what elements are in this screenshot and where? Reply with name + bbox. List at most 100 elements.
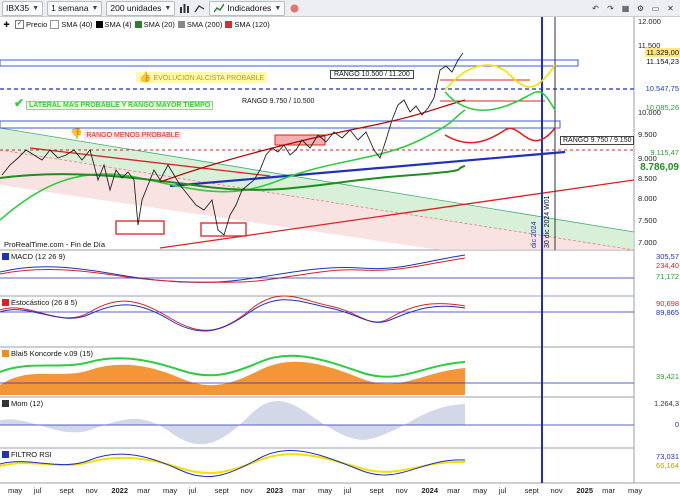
color-swatch [225,20,233,28]
layout-icon[interactable]: ▦ [621,3,630,13]
price-axis-label: 10.000 [638,108,661,117]
crosshair-icon[interactable]: ✚ [3,19,10,29]
toolbar: IBX35 ▼ 1 semana ▼ 200 unidades ▼ Indica… [0,0,680,17]
indicators-icon [213,3,224,14]
pane-value-tag: 66,164 [656,461,679,470]
price-axis-label: 12.000 [638,17,661,26]
x-axis-label: 2024 [421,486,439,495]
color-swatch [177,20,185,28]
x-axis-label: nov [395,486,408,495]
price-tag: 10.085,26 [645,103,679,112]
color-swatch [134,20,142,28]
vertical-date-label: dic 2024 [531,221,538,248]
x-axis-label: sept [59,486,74,495]
pane-value-tag: 90,698 [656,299,679,308]
annotation-rango-alto: RANGO 10.500 / 11.200 [330,70,414,79]
pane-value-tag: 0 [674,420,679,429]
draw-tool-icon[interactable] [194,3,205,14]
x-axis-label: 2025 [576,486,594,495]
legend-sma4[interactable]: SMA (4) [95,20,132,29]
pane-value-tag: 305,57 [656,252,679,261]
price-axis-label: 8.000 [638,194,657,203]
x-axis-label: mar [137,486,151,495]
check-icon: ✔ [14,96,25,110]
pane-value-tag: 39,421 [656,372,679,381]
period-label: 1 semana [51,3,89,13]
color-swatch [50,19,60,29]
price-tag: 8.786,09 [640,162,679,173]
color-swatch [2,350,9,357]
legend-precio[interactable]: ✓ Precio [15,19,48,29]
annotation-menos-probable: 👎 RANGO MENOS PROBABLE [70,129,182,140]
price-tag: 11.154,23 [646,57,679,66]
annotation-rango-lateral: RANGO 9.750 / 10.500 [242,98,315,105]
vertical-date-label: 30 dic 2024 W01 [544,195,551,248]
price-axis-label: 7.500 [638,216,657,225]
legend-sma20[interactable]: SMA (20) [134,20,175,29]
gear-icon[interactable]: ⚙ [636,3,645,13]
pane-title-stoch[interactable]: Estocástico (26 8 5) [2,298,78,307]
symbol-label: IBX35 [6,3,30,13]
x-axis-label: 2023 [266,486,284,495]
color-swatch [2,253,9,260]
chevron-down-icon: ▼ [274,4,282,12]
undo-icon[interactable]: ↶ [592,3,599,13]
x-axis-label: may [163,486,178,495]
x-axis-label: 2022 [111,486,129,495]
x-axis-label: may [628,486,643,495]
annotation-alcista: 👍 EVOLUCION ALCISTA PROBABLE [136,72,268,83]
thumbs-up-icon: 👍 [139,72,152,83]
x-axis-label: mar [447,486,461,495]
price-axis-label: 8.500 [638,174,657,183]
checkbox-icon[interactable]: ✓ [15,19,24,29]
color-swatch [95,20,103,28]
watermark: ProRealTime.com - Fin de Día [4,240,106,249]
legend-sma200[interactable]: SMA (200) [177,20,222,29]
symbol-selector[interactable]: IBX35 ▼ [2,0,44,16]
indicators-button[interactable]: Indicadores ▼ [209,0,286,16]
color-swatch [2,299,9,306]
price-tag: 9.115,47 [650,148,679,157]
pane-title-rsi[interactable]: FILTRO RSI [2,450,52,459]
redo-icon[interactable]: ↷ [607,3,614,13]
color-swatch [2,400,9,407]
x-axis-label: nov [240,486,253,495]
x-axis-label: mar [292,486,306,495]
window-icon[interactable]: ▭ [651,3,660,13]
units-selector[interactable]: 200 unidades ▼ [106,0,176,16]
close-icon[interactable]: ✕ [667,3,674,13]
x-axis-label: mar [602,486,616,495]
price-legend: ✚ ✓ Precio SMA (40) SMA (4) SMA (20) SMA … [1,18,270,30]
x-axis-label: nov [550,486,563,495]
chevron-down-icon: ▼ [91,4,99,12]
price-axis-label: 7.000 [638,238,657,247]
annotation-lateral: ✔ LATERAL MAS PROBABLE Y RANGO MAYOR TIE… [14,96,214,110]
last-price-tag: 11.329,00 [645,48,680,57]
chart-type-icon[interactable] [179,3,190,14]
x-axis-label: may [473,486,488,495]
units-label: 200 unidades [110,3,162,13]
annotation-rango-bajo: RANGO 9.750 / 9.150 [560,136,635,145]
thumbs-down-icon: 👎 [70,129,83,140]
legend-sma40[interactable]: SMA (40) [50,19,93,29]
x-axis-label: jul [188,486,197,495]
pane-title-blai[interactable]: Blai5 Koncorde v.09 (15) [2,349,93,358]
period-selector[interactable]: 1 semana ▼ [47,0,103,16]
x-axis-label: jul [343,486,352,495]
green-channel [0,128,634,250]
color-icon[interactable] [289,3,300,14]
price-tag: 10.547,75 [645,84,679,93]
color-swatch [2,451,9,458]
pane-title-mom[interactable]: Mom (12) [2,399,44,408]
pane-title-macd[interactable]: MACD (12 26 9) [2,252,66,261]
chevron-down-icon: ▼ [32,4,40,12]
chevron-down-icon: ▼ [164,4,172,12]
price-axis-label: 9.000 [638,154,657,163]
price-axis-label: 9.500 [638,130,657,139]
x-axis-label: jul [498,486,507,495]
pane-value-tag: 1.264,3 [653,399,679,408]
indicators-label: Indicadores [227,3,272,13]
legend-sma120[interactable]: SMA (120) [225,20,270,29]
x-axis-label: may [8,486,23,495]
